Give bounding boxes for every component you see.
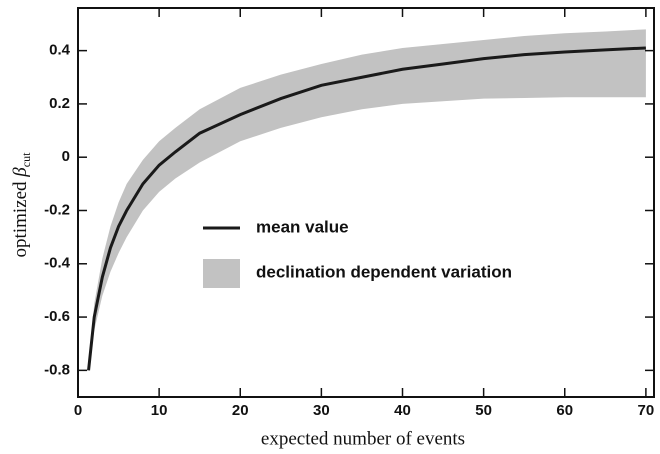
y-tick-label: 0 — [62, 148, 70, 165]
legend-label: declination dependent variation — [256, 262, 512, 281]
y-tick-label: -0.6 — [44, 308, 70, 325]
y-label-symbol: β — [10, 167, 31, 178]
x-tick-label: 20 — [232, 402, 249, 419]
y-label-subscript: cut — [19, 152, 33, 167]
plot-frame — [77, 7, 655, 398]
y-tick-label: 0.2 — [49, 95, 70, 112]
y-axis-label: optimized βcut — [10, 152, 32, 258]
variation-band — [88, 29, 646, 371]
x-axis-label: expected number of events — [261, 428, 465, 449]
x-tick-label: 60 — [556, 402, 573, 419]
x-tick-label: 10 — [151, 402, 168, 419]
y-tick-label: 0.4 — [49, 42, 71, 59]
y-tick-label: -0.4 — [44, 255, 71, 272]
x-tick-label: 50 — [475, 402, 492, 419]
y-label-text: optimized — [10, 177, 31, 258]
x-tick-label: 0 — [74, 402, 82, 419]
y-tick-label: -0.2 — [44, 201, 70, 218]
legend-swatch — [203, 259, 240, 288]
legend-label: mean value — [256, 217, 349, 236]
x-tick-label: 40 — [394, 402, 411, 419]
x-tick-label: 70 — [638, 402, 655, 419]
y-tick-label: -0.8 — [44, 361, 70, 378]
x-tick-label: 30 — [313, 402, 330, 419]
mean-line — [87, 46, 646, 371]
